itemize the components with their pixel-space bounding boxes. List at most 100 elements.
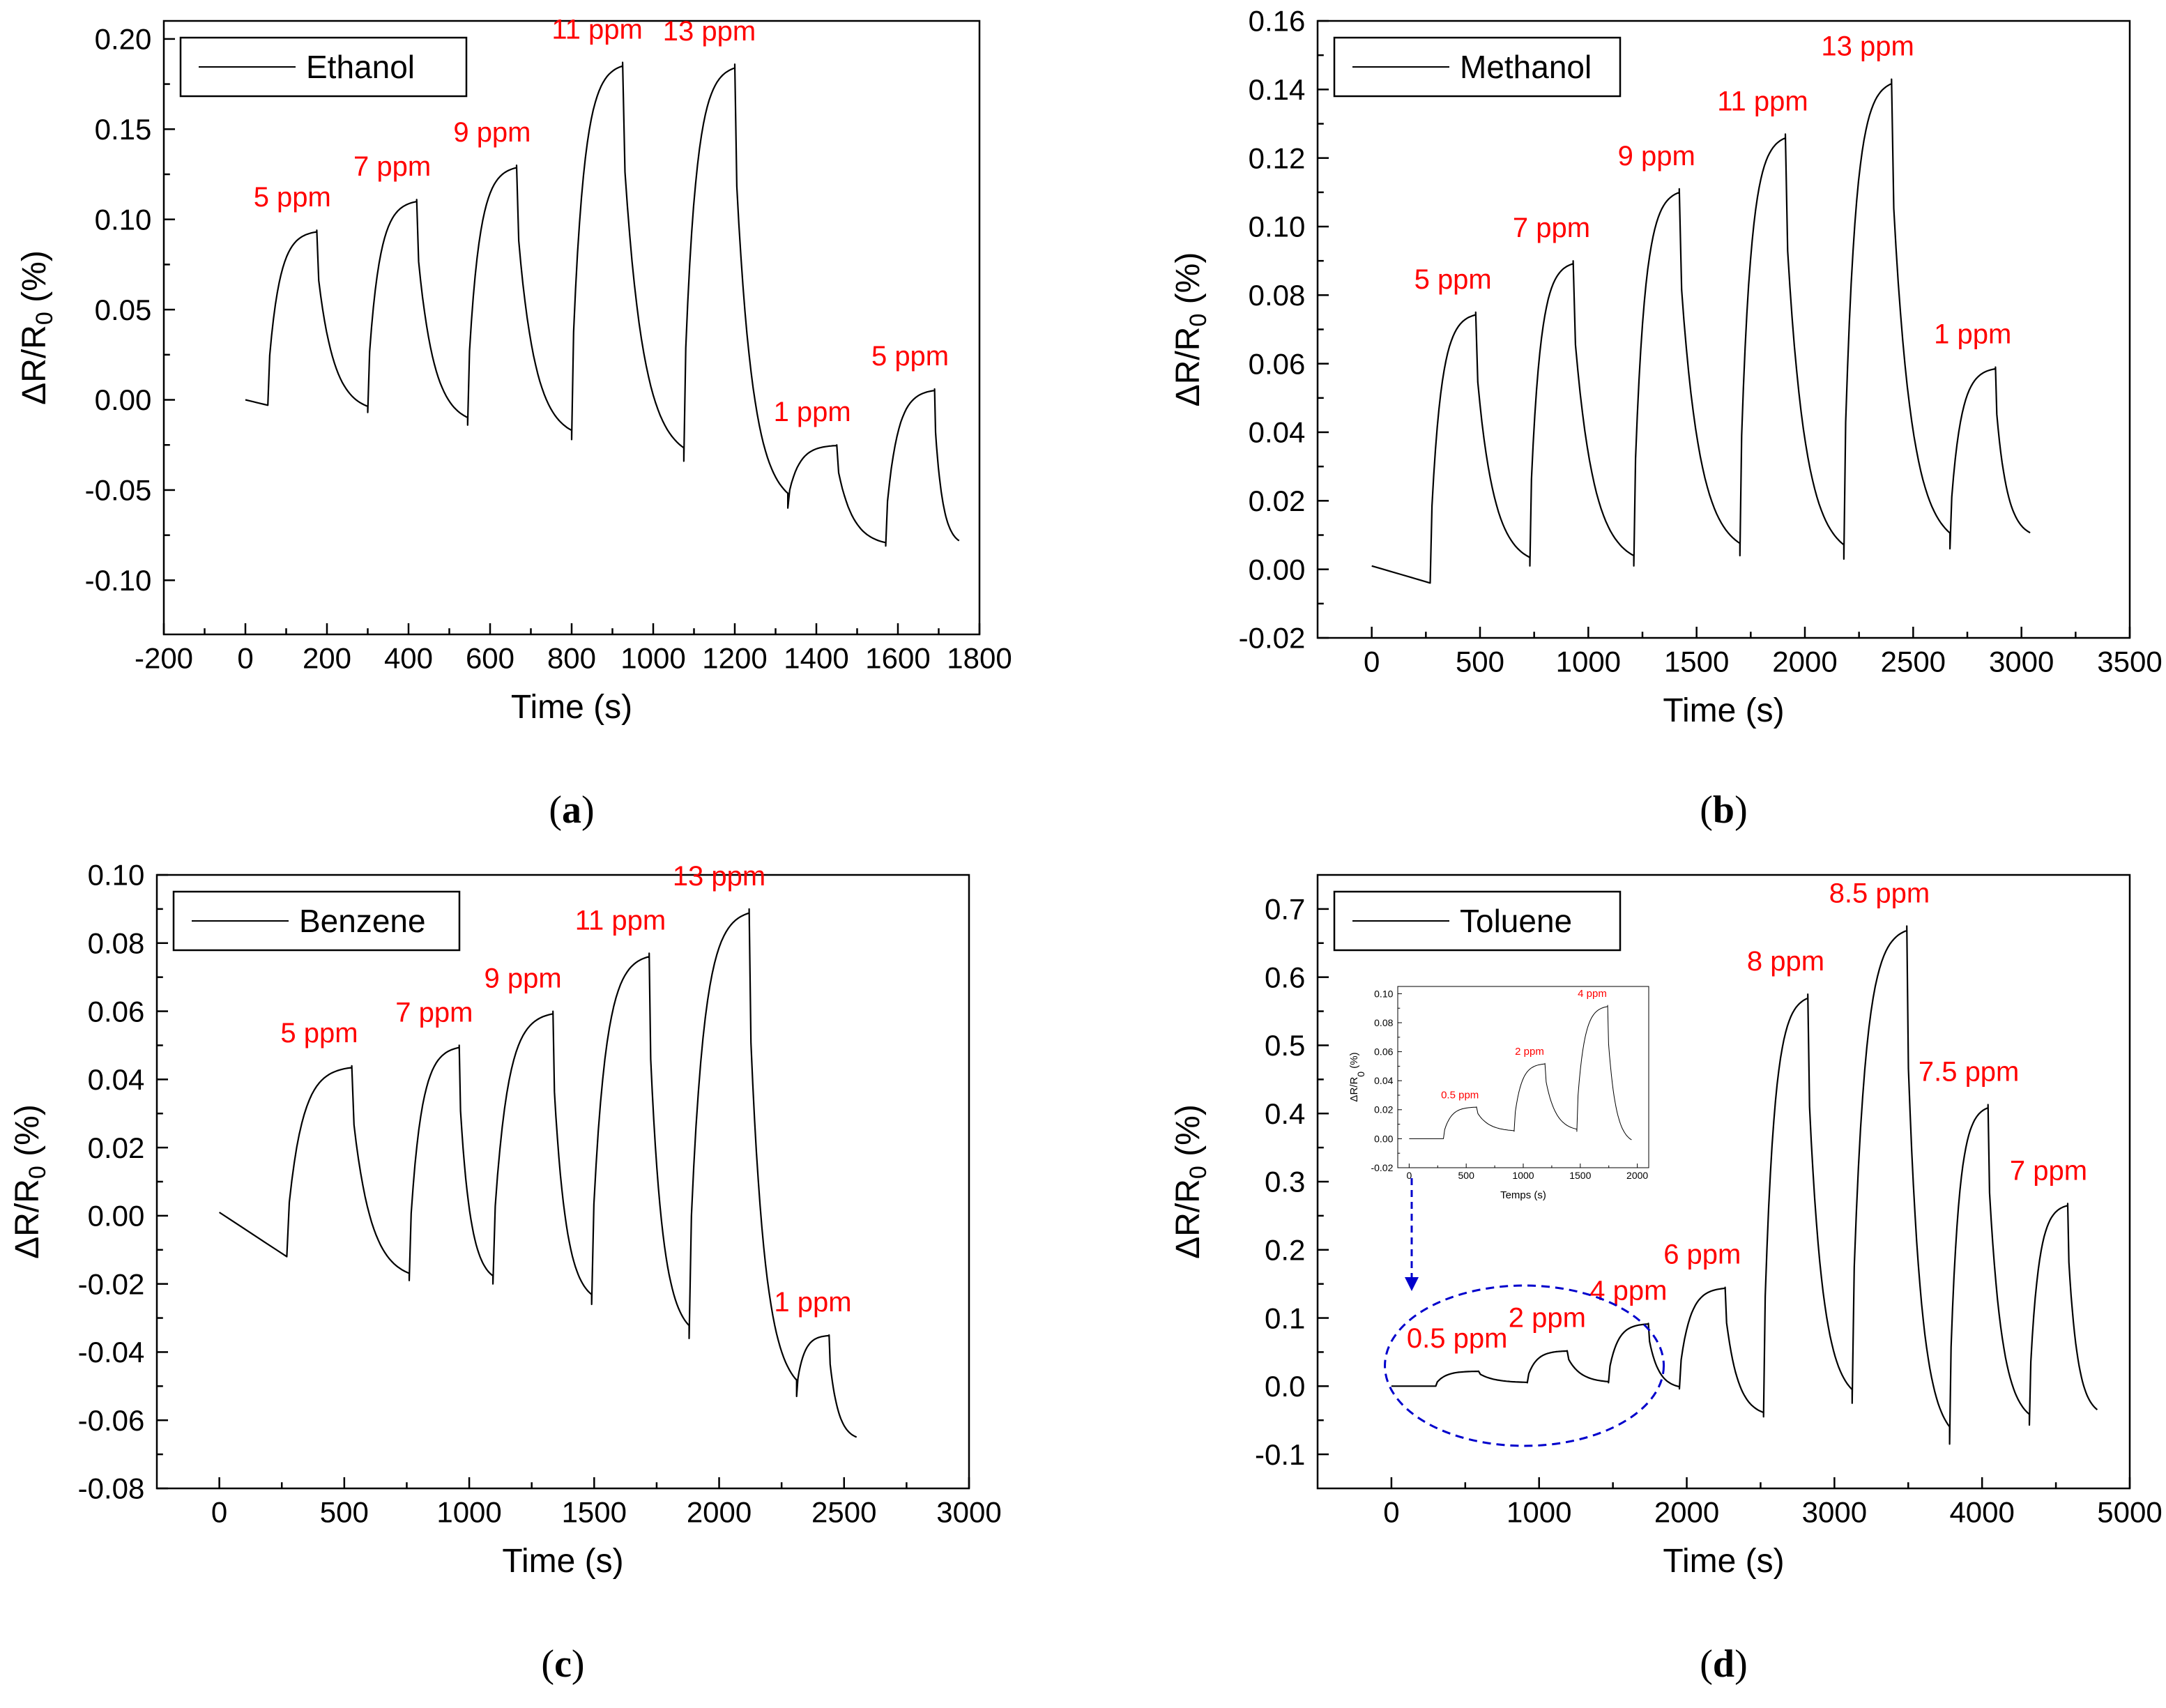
y-axis-title: ΔR/R0 (%) [16, 250, 58, 405]
panel-label: (a) [549, 788, 594, 832]
concentration-label: 7 ppm [353, 151, 431, 182]
y-tick-label: -0.05 [85, 474, 152, 507]
y-tick-label: 0.7 [1265, 893, 1305, 926]
y-tick-label: 0.6 [1265, 961, 1305, 993]
concentration-label: 11 ppm [1717, 86, 1808, 116]
concentration-label: 13 ppm [673, 861, 765, 892]
y-tick-label: 0.12 [1249, 142, 1306, 174]
x-tick-label: 1200 [702, 641, 767, 674]
concentration-label: 1 ppm [774, 397, 851, 427]
y-tick-label: 0.14 [1249, 73, 1306, 106]
x-tick-label: 1000 [620, 641, 685, 674]
x-tick-label: 1600 [865, 641, 930, 674]
panel-label: (d) [1700, 1642, 1747, 1686]
concentration-label: 5 ppm [871, 341, 949, 372]
x-tick-label: 1400 [784, 641, 848, 674]
y-tick-label: 0.02 [1374, 1104, 1393, 1115]
y-axis-title: ΔR/R0 (%) [1170, 1104, 1212, 1259]
x-tick-label: 3000 [1989, 645, 2054, 678]
y-tick-label: 0.4 [1265, 1097, 1305, 1130]
series-line [1391, 925, 2098, 1445]
x-tick-label: 1000 [1507, 1495, 1571, 1528]
y-tick-label: 0.02 [1249, 485, 1306, 517]
y-tick-label: 0.00 [1374, 1133, 1393, 1144]
concentration-label: 5 ppm [1414, 264, 1492, 295]
concentration-label: 1 ppm [1934, 319, 2011, 350]
legend-label: Methanol [1460, 49, 1592, 85]
y-axis-title: ΔR/R0 (%) [1170, 252, 1212, 407]
inset-chart: 0 500 1000 1500 2000 -0.02 0.00 0.02 0.04 0.06 0.0… [1348, 986, 1649, 1201]
concentration-label: 13 ppm [663, 16, 756, 47]
x-tick-label: 3000 [1802, 1495, 1867, 1528]
concentration-label: 0.5 ppm [1441, 1090, 1479, 1101]
x-tick-label: 1000 [1512, 1170, 1534, 1181]
concentration-label: 5 ppm [254, 182, 331, 213]
concentration-label: 5 ppm [280, 1018, 358, 1049]
chart-d: 0 1000 2000 3000 4000 5000-0.10.00.10.20.30.4… [1170, 874, 2163, 1686]
y-tick-label: -0.02 [1239, 622, 1306, 655]
y-tick-label: -0.02 [78, 1267, 145, 1300]
y-tick-label: 0.05 [95, 293, 152, 326]
x-tick-label: 4000 [1949, 1495, 2014, 1528]
x-tick-label: 2000 [1772, 645, 1837, 678]
x-tick-label: 1500 [562, 1495, 627, 1528]
concentration-label: 0.5 ppm [1407, 1323, 1508, 1354]
y-tick-label: 0.06 [1249, 347, 1306, 380]
x-tick-label: 400 [384, 641, 433, 674]
highlight-ellipse [1384, 1284, 1665, 1447]
x-tick-label: 500 [320, 1495, 369, 1528]
x-tick-label: 600 [466, 641, 514, 674]
x-tick-label: 2500 [1881, 645, 1946, 678]
y-tick-label: 0.2 [1265, 1233, 1305, 1266]
y-tick-label: -0.10 [85, 564, 152, 597]
x-axis-title: Time (s) [1663, 1543, 1784, 1580]
chart-a: -200 0 200 400 600 800 1000 1200 1400 1600 1800 -0.… [16, 15, 1012, 832]
y-tick-label: 0.08 [88, 927, 145, 959]
x-tick-label: 1800 [947, 641, 1012, 674]
y-tick-label: -0.08 [78, 1472, 145, 1505]
concentration-label: 2 ppm [1515, 1046, 1544, 1058]
x-tick-label: 0 [237, 641, 253, 674]
x-tick-label: 5000 [2097, 1495, 2162, 1528]
concentration-label: 7.5 ppm [1919, 1057, 2020, 1088]
y-tick-label: 0.5 [1265, 1029, 1305, 1062]
series-line [1409, 1005, 1632, 1141]
y-tick-label: 0.00 [1249, 553, 1306, 586]
plot-frame [162, 20, 981, 636]
y-tick-label: 0.04 [1249, 416, 1306, 449]
concentration-label: 9 ppm [1618, 141, 1695, 171]
concentration-label: 6 ppm [1663, 1240, 1741, 1270]
plot-frame [1397, 986, 1649, 1168]
x-axis-title: Time (s) [511, 689, 632, 726]
x-tick-label: 0 [1406, 1170, 1412, 1181]
x-tick-label: 0 [1364, 645, 1380, 678]
y-tick-label: 0.10 [1374, 988, 1393, 999]
x-tick-label: 3000 [936, 1495, 1001, 1528]
x-axis-title: Time (s) [502, 1543, 623, 1580]
y-tick-label: 0.02 [88, 1131, 145, 1164]
y-axis-title: ΔR/R0 (%) [9, 1104, 51, 1259]
y-tick-label: 0.20 [95, 23, 152, 56]
y-tick-label: 0.15 [95, 113, 152, 146]
y-axis-title: ΔR/R0 (%) [1348, 1052, 1366, 1101]
y-tick-label: 0.1 [1265, 1302, 1305, 1334]
y-tick-label: -0.02 [1371, 1162, 1393, 1173]
concentration-label: 1 ppm [774, 1287, 851, 1318]
y-tick-label: 0.04 [88, 1063, 145, 1096]
x-tick-label: -200 [135, 641, 193, 674]
x-tick-label: 1000 [1556, 645, 1621, 678]
y-tick-label: 0.10 [95, 203, 152, 236]
x-tick-label: 2000 [1626, 1170, 1648, 1181]
concentration-label: 4 ppm [1589, 1275, 1667, 1306]
x-tick-label: 1500 [1569, 1170, 1591, 1181]
x-tick-label: 500 [1456, 645, 1504, 678]
y-tick-label: 0.08 [1249, 279, 1306, 312]
y-tick-label: 0.3 [1265, 1166, 1305, 1198]
chart-c: 0 500 1000 1500 2000 2500 3000 -0.08 -0.06 -0.04 -… [9, 859, 1002, 1686]
series-line [218, 908, 857, 1438]
x-tick-label: 2500 [811, 1495, 876, 1528]
concentration-label: 11 ppm [551, 15, 642, 45]
y-tick-label: -0.06 [78, 1404, 145, 1437]
y-tick-label: 0.00 [95, 383, 152, 416]
